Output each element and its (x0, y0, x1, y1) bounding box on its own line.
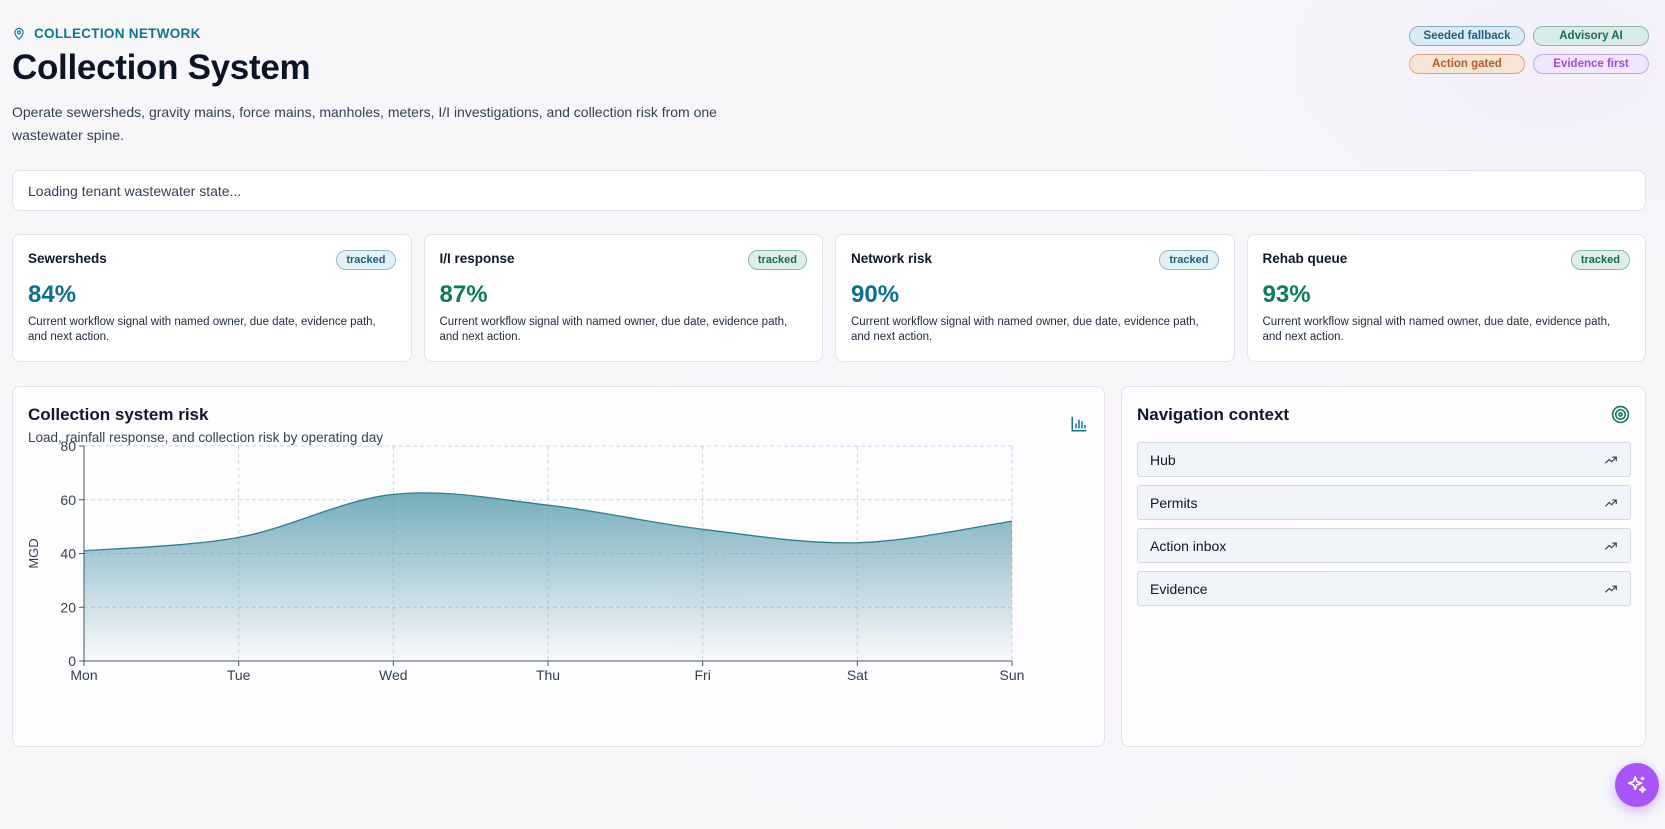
badge-action-gated: Action gated (1409, 54, 1525, 74)
target-icon (1611, 405, 1630, 424)
nav-item-label: Permits (1150, 494, 1198, 511)
badge-group: Seeded fallback Advisory AI Action gated… (1409, 26, 1649, 74)
area-chart: 0 20 40 60 80 Mon Tue Wed Thu Fri Sat Sun MGD (26, 438, 1025, 683)
nav-item-action-inbox[interactable]: Action inbox (1137, 528, 1631, 563)
card-tag: tracked (336, 250, 396, 270)
eyebrow: COLLECTION NETWORK (12, 26, 201, 41)
nav-item-permits[interactable]: Permits (1137, 485, 1631, 520)
metric-card-sewersheds: Sewersheds tracked 84% Current workflow … (12, 234, 412, 362)
map-pin-icon (14, 27, 24, 40)
card-description: Current workflow signal with named owner… (28, 316, 376, 343)
nav-title: Navigation context (1137, 405, 1290, 424)
card-title: Network risk (851, 251, 933, 266)
nav-item-label: Evidence (1150, 580, 1208, 597)
card-description: Current workflow signal with named owner… (851, 316, 1199, 343)
navigation-context-panel: Navigation context Hub Permits Action in… (1121, 386, 1646, 747)
area-series-line (83, 492, 1013, 552)
card-description: Current workflow signal with named owner… (439, 316, 788, 343)
status-bar: Loading tenant wastewater state... (12, 170, 1646, 211)
card-description: Current workflow signal with named owner… (1262, 316, 1611, 343)
chart-title: Collection system risk (28, 405, 209, 424)
y-tick-label: 80 (60, 438, 76, 454)
x-tick-label: Wed (379, 667, 408, 683)
badge-seeded-fallback: Seeded fallback (1409, 26, 1525, 46)
card-tag: tracked (1159, 250, 1219, 270)
card-title: Rehab queue (1262, 251, 1348, 266)
bar-chart-icon[interactable] (1070, 415, 1088, 433)
sparkles-icon (1627, 775, 1647, 794)
x-tick-label: Thu (536, 667, 560, 683)
x-tick-label: Mon (70, 667, 97, 683)
x-tick-label: Sun (1000, 667, 1025, 683)
nav-item-evidence[interactable]: Evidence (1137, 571, 1631, 606)
chart-panel: Collection system risk Load, rainfall re… (12, 386, 1105, 747)
x-tick-label: Sat (847, 667, 868, 683)
x-tick-label: Tue (227, 667, 251, 683)
card-tag: tracked (747, 250, 807, 270)
y-tick-label: 0 (68, 653, 76, 669)
y-axis-label: MGD (26, 538, 41, 568)
trending-up-icon (1605, 542, 1617, 549)
page-description: Operate sewersheds, gravity mains, force… (12, 104, 717, 143)
badge-evidence-first: Evidence first (1533, 54, 1649, 74)
card-value: 84% (28, 281, 77, 308)
page-title: Collection System (12, 48, 311, 87)
metric-card-rehab-queue: Rehab queue tracked 93% Current workflow… (1246, 234, 1646, 362)
nav-item-hub[interactable]: Hub (1137, 442, 1631, 477)
card-title: I/I response (439, 251, 515, 266)
badge-advisory-ai: Advisory AI (1533, 26, 1649, 46)
card-tag: tracked (1570, 250, 1630, 270)
trending-up-icon (1605, 585, 1617, 592)
area-fill (84, 492, 1012, 661)
x-tick-label: Fri (695, 667, 711, 683)
card-value: 90% (851, 281, 900, 308)
nav-item-label: Action inbox (1150, 537, 1227, 554)
nav-list: Hub Permits Action inbox Evidence (1137, 442, 1631, 606)
eyebrow-label: COLLECTION NETWORK (34, 26, 201, 41)
chart-subtitle: Load, rainfall response, and collection … (28, 430, 383, 445)
y-tick-label: 40 (60, 546, 76, 562)
trending-up-icon (1605, 456, 1617, 463)
y-tick-label: 20 (60, 599, 76, 615)
metric-card-ii-response: I/I response tracked 87% Current workflo… (423, 234, 823, 362)
card-title: Sewersheds (28, 251, 107, 266)
card-value: 87% (439, 281, 488, 308)
trending-up-icon (1605, 499, 1617, 506)
metric-cards: Sewersheds tracked 84% Current workflow … (12, 234, 1646, 362)
card-value: 93% (1262, 281, 1311, 308)
ai-assistant-button[interactable] (1615, 763, 1659, 807)
metric-card-network-risk: Network risk tracked 90% Current workflo… (835, 234, 1235, 362)
nav-item-label: Hub (1150, 451, 1176, 468)
status-text: Loading tenant wastewater state... (28, 182, 242, 199)
y-tick-label: 60 (60, 492, 76, 508)
